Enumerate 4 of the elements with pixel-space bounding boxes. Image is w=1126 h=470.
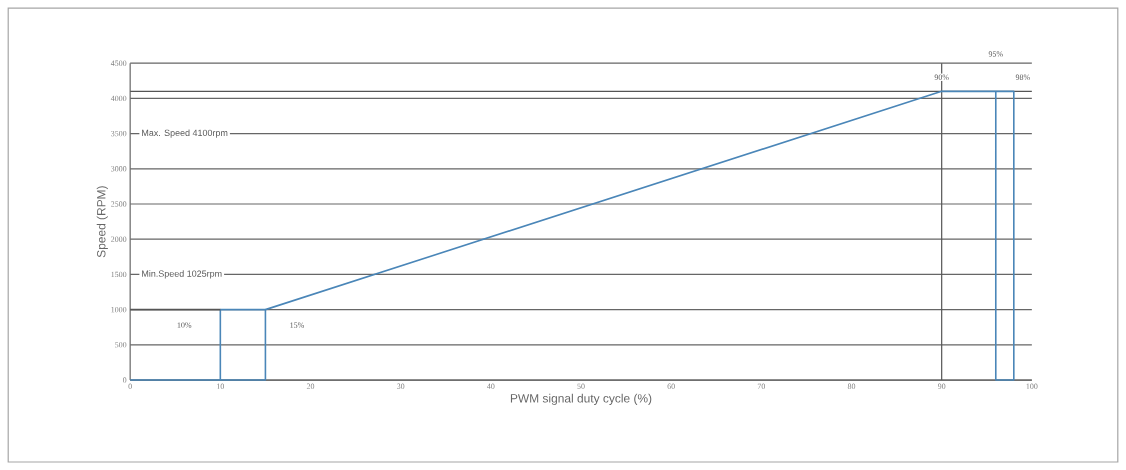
x-axis-title: PWM signal duty cycle (%) — [510, 393, 652, 405]
y-axis-title: Speed (RPM) — [96, 186, 108, 258]
annotation: Min.Speed 1025rpm — [142, 270, 222, 279]
annotation: Max. Speed 4100rpm — [142, 129, 228, 138]
